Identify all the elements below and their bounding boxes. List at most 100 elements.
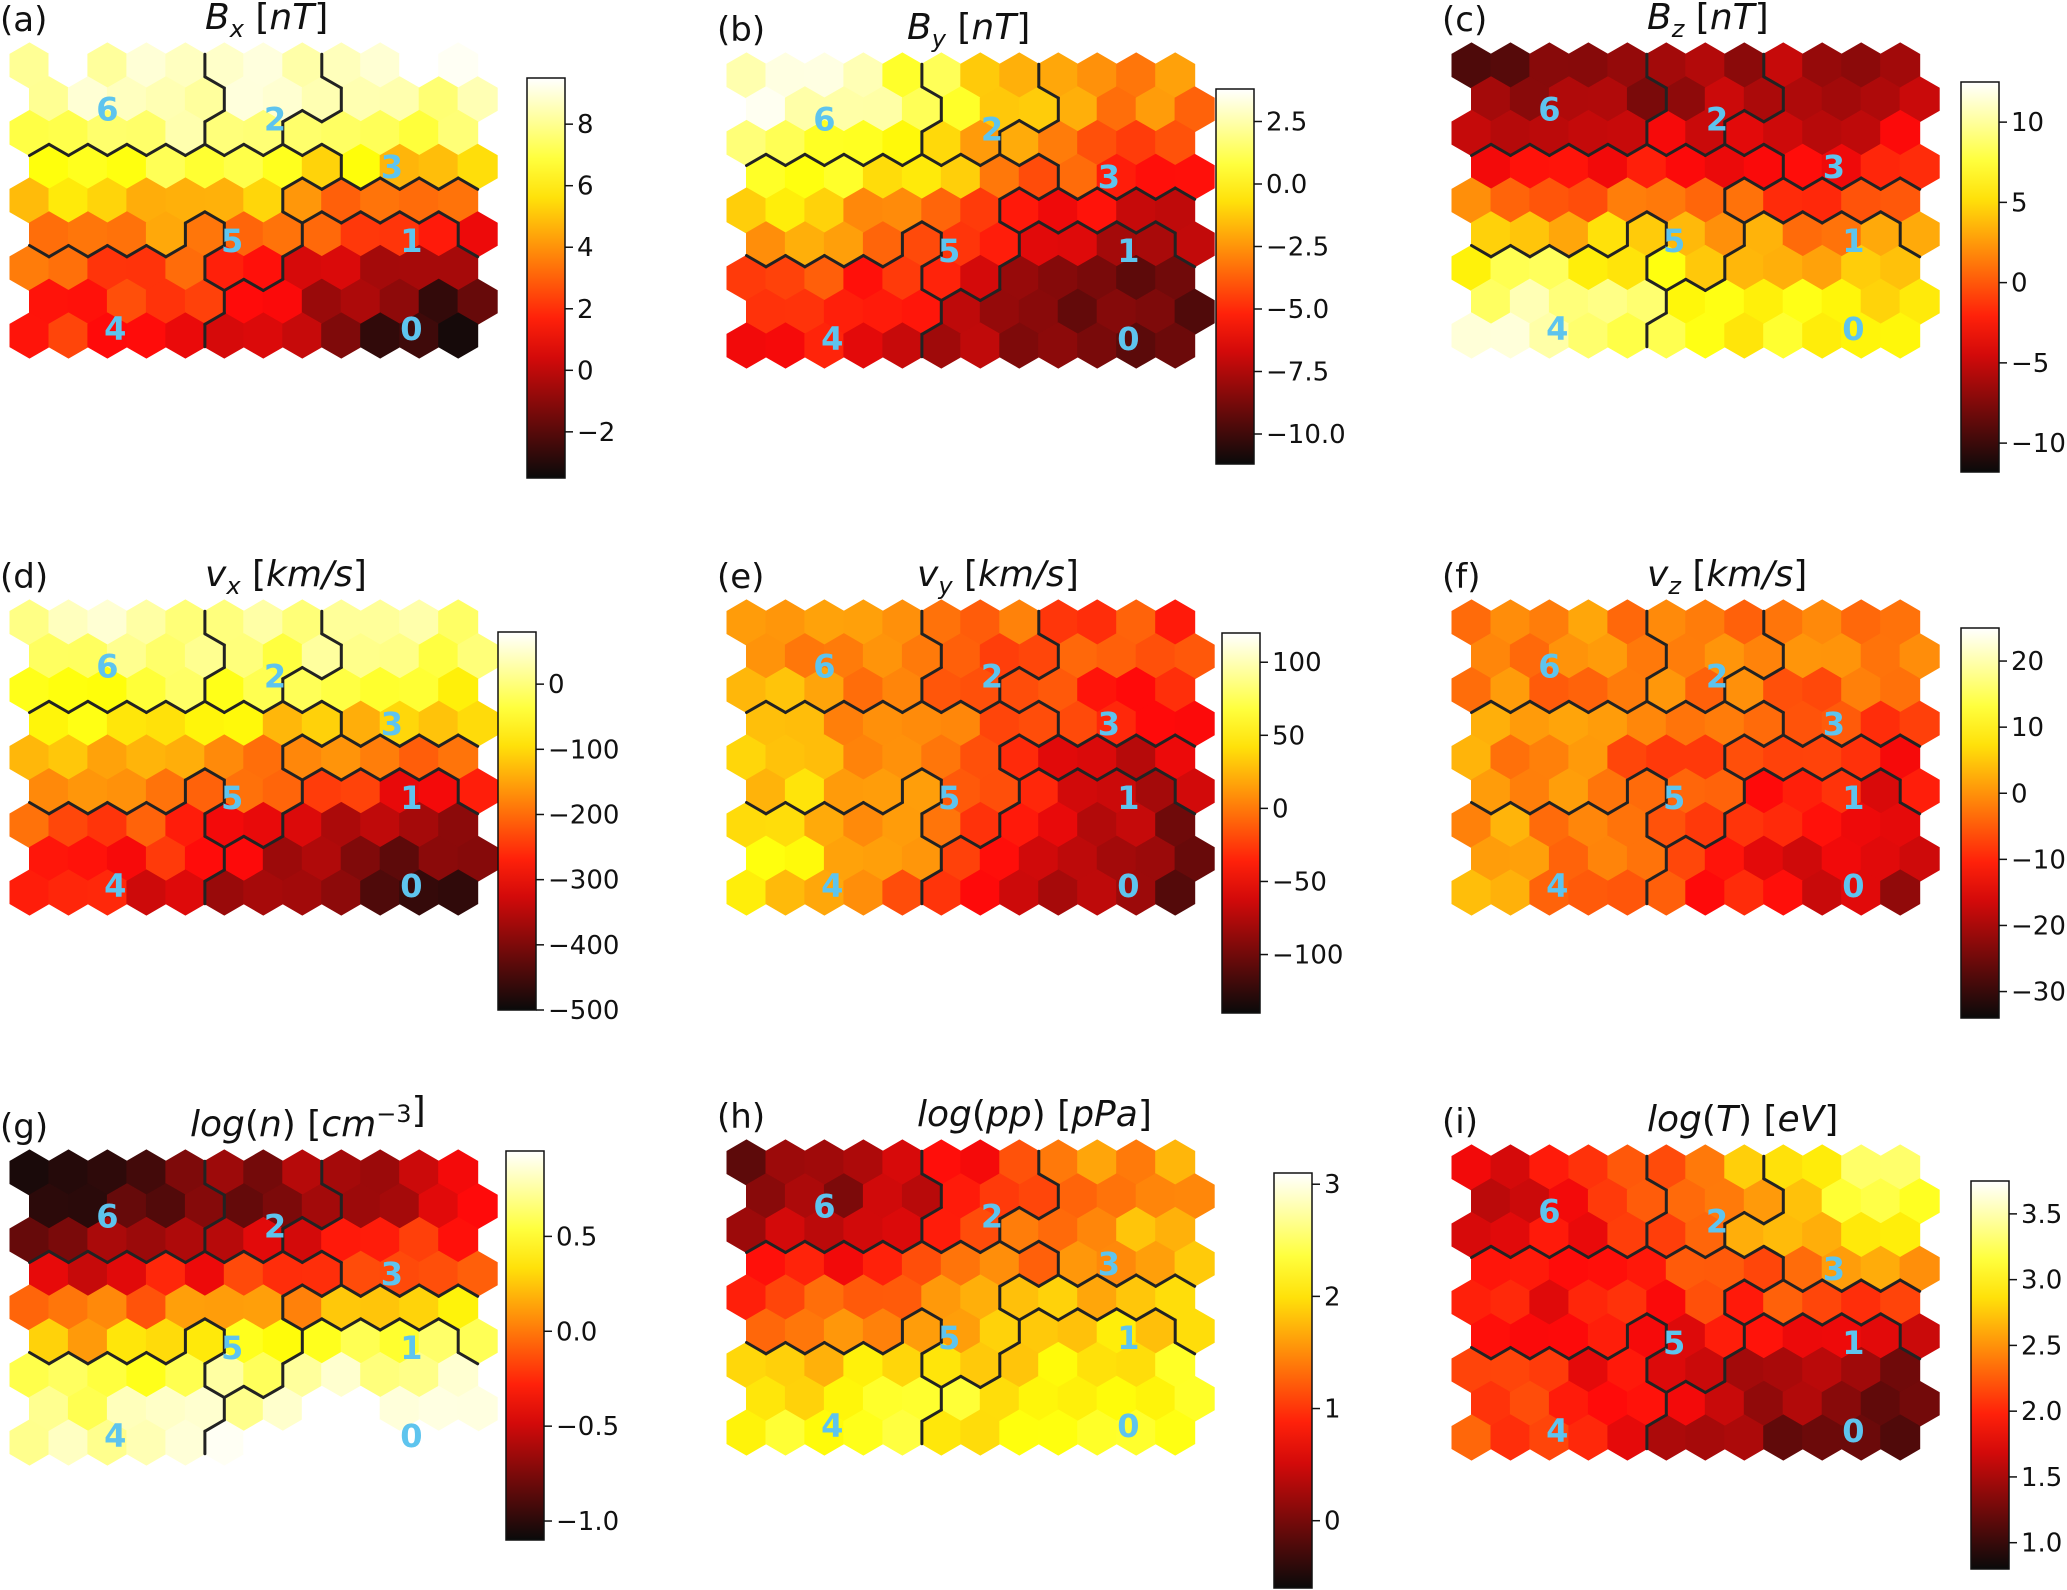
som-cell (1704, 1313, 1745, 1360)
som-cell (804, 254, 845, 302)
cluster-boundary (222, 699, 246, 714)
som-cell (438, 1216, 479, 1264)
som-cell (243, 734, 284, 781)
cluster-boundary (920, 220, 943, 235)
som-cell (843, 1206, 884, 1254)
cluster-boundary (339, 1283, 363, 1298)
colorbar-tick-label: 4 (577, 233, 594, 263)
som-cell (184, 1318, 225, 1365)
cluster-boundary (456, 733, 480, 748)
som-cell (1077, 1206, 1118, 1254)
cluster-boundary (203, 210, 226, 225)
som-cell (1626, 143, 1667, 190)
som-cell (1471, 76, 1511, 123)
som-cell (1782, 700, 1823, 747)
som-cell (1057, 153, 1098, 200)
cluster-label: 0 (1842, 867, 1864, 905)
cluster-boundary (939, 834, 963, 849)
cluster-boundary (1859, 767, 1883, 782)
cluster-boundary (1762, 666, 1785, 681)
som-cell (1782, 1380, 1823, 1427)
som-cell (999, 254, 1040, 302)
cluster-boundary (1470, 699, 1493, 714)
cluster-boundary (959, 1374, 982, 1389)
som-cell (1548, 768, 1589, 815)
cluster-boundary (456, 1283, 480, 1298)
cluster-boundary (1762, 75, 1785, 90)
cluster-boundary (1470, 142, 1493, 157)
cluster-boundary (1095, 186, 1119, 201)
cluster-boundary (1586, 699, 1610, 714)
panel-title: log(pp) [pPa] (917, 1094, 1152, 1135)
som-cell (145, 1183, 186, 1230)
som-cell (1841, 109, 1882, 157)
cluster-boundary (1470, 1244, 1493, 1259)
som-cell (1880, 666, 1921, 714)
som-cell (1155, 254, 1196, 302)
som-cell (29, 835, 69, 882)
som-cell (1174, 1308, 1215, 1355)
som-cell (1116, 52, 1157, 99)
som-cell (1057, 633, 1098, 680)
cluster-boundary (978, 152, 1002, 167)
cluster-boundary (745, 1341, 768, 1356)
cluster-boundary (281, 767, 304, 782)
som-cell (765, 1341, 806, 1389)
colorbar-tick-label: −100 (548, 735, 619, 765)
cluster-boundary (900, 1307, 924, 1322)
som-cell (1802, 599, 1843, 646)
cluster-boundary (1645, 1211, 1668, 1226)
som-cell (145, 633, 186, 680)
cluster-boundary (1115, 1273, 1138, 1288)
som-cell (418, 835, 459, 882)
som-cell (262, 1385, 303, 1432)
som-cell (243, 1149, 284, 1196)
som-cell (1174, 153, 1215, 200)
som-cell (67, 700, 108, 747)
som-cell (145, 211, 186, 258)
som-cell (960, 666, 1001, 714)
colorbar-tick-label: 1.5 (2021, 1463, 2062, 1493)
som-cell (282, 1419, 323, 1466)
som-cell (862, 633, 903, 680)
som-cell (784, 153, 825, 200)
cluster-boundary (281, 699, 304, 714)
som-cell (1490, 109, 1531, 157)
som-cell (1038, 1139, 1079, 1186)
som-cell (360, 42, 401, 89)
cluster-boundary (881, 801, 904, 816)
som-cell (901, 288, 942, 335)
cluster-boundary (281, 1351, 304, 1366)
som-cell (1880, 1346, 1921, 1394)
colorbar-tick-label: −200 (548, 800, 619, 830)
cluster-boundary (203, 834, 226, 849)
som-cell (784, 1240, 825, 1287)
som-cell (360, 109, 401, 157)
cluster-boundary (203, 1216, 226, 1231)
som-cell (9, 109, 50, 157)
cluster-boundary (1762, 1278, 1785, 1293)
som-cell (765, 599, 806, 646)
som-cell (979, 835, 1020, 882)
som-cell (1899, 76, 1940, 123)
som-cell (9, 1149, 50, 1196)
cluster-label: 1 (400, 1329, 422, 1367)
som-cell (87, 42, 128, 89)
cluster-label: 0 (400, 867, 422, 905)
som-cell (126, 734, 167, 781)
som-cell (1763, 312, 1804, 359)
som-cell (1899, 278, 1940, 325)
som-cell (9, 1351, 50, 1399)
cluster-label: 4 (104, 310, 126, 348)
som-cell (262, 1318, 303, 1365)
som-cell (804, 52, 845, 99)
cluster-label: 1 (400, 222, 422, 260)
som-cell (1155, 666, 1196, 714)
som-cell (1802, 734, 1843, 781)
som-cell (204, 1419, 245, 1466)
som-cell (223, 1385, 264, 1432)
cluster-boundary (320, 733, 343, 748)
cluster-boundary (1898, 1278, 1922, 1293)
cluster-boundary (784, 699, 807, 714)
cluster-boundary (1723, 109, 1746, 124)
